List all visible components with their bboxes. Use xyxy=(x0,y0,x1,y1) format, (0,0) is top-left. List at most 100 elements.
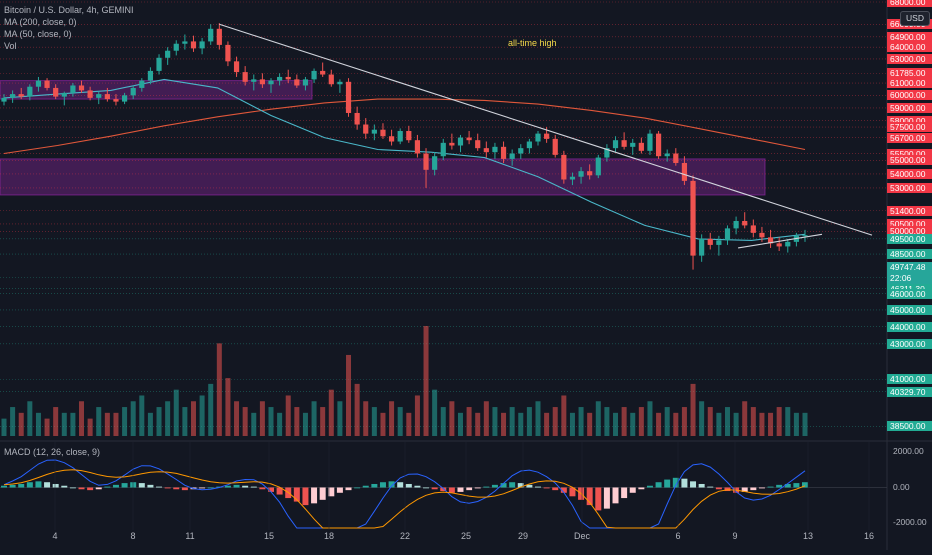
volume-bar xyxy=(595,401,601,436)
volume-legend[interactable]: Vol xyxy=(4,41,17,51)
candle xyxy=(121,95,128,102)
macd-histogram-bar xyxy=(414,485,421,488)
current-price-tag: 49747.48 22:06 xyxy=(887,262,932,284)
candle xyxy=(483,148,489,153)
macd-line xyxy=(3,459,806,529)
volume-bar xyxy=(147,412,153,436)
candle xyxy=(139,80,145,88)
candle xyxy=(716,240,722,245)
candle xyxy=(354,112,360,125)
candle xyxy=(35,80,42,87)
price-level-label: 41000.00 xyxy=(887,374,932,385)
macd-histogram-bar xyxy=(802,482,808,488)
macd-histogram-bar xyxy=(104,486,111,488)
price-level-label: 61000.00 xyxy=(887,78,932,89)
ma200-legend[interactable]: MA (200, close, 0) xyxy=(4,17,77,27)
macd-histogram-bar xyxy=(509,482,516,488)
volume-bar xyxy=(18,412,24,436)
volume-bar xyxy=(346,354,352,436)
volume-bar xyxy=(518,412,524,436)
volume-bar xyxy=(380,412,386,436)
macd-histogram-bar xyxy=(69,487,76,489)
volume-bar xyxy=(802,412,808,436)
macd-histogram-bar xyxy=(440,487,447,492)
volume-bar xyxy=(173,389,179,436)
candle xyxy=(423,153,429,170)
volume-bar xyxy=(61,412,67,436)
time-axis[interactable]: 4 8 11 15 18 22 25 29 Dec 6 9 13 16 xyxy=(0,531,887,545)
candle xyxy=(664,153,670,157)
volume-bar xyxy=(285,395,291,436)
volume-bar xyxy=(216,343,222,436)
candle xyxy=(802,235,808,237)
candle xyxy=(190,41,197,49)
volume-bar xyxy=(776,407,782,436)
currency-badge[interactable]: USD xyxy=(900,11,930,26)
macd-histogram-bar xyxy=(612,487,619,504)
candle xyxy=(18,94,24,97)
price-level-label: 61785.00 xyxy=(887,68,932,79)
volume-bar xyxy=(664,407,670,436)
candle xyxy=(699,238,705,256)
price-level-label: 55500.00 xyxy=(887,148,932,159)
time-axis-label: 11 xyxy=(185,531,195,541)
volume-bar xyxy=(750,407,756,436)
macd-legend[interactable]: MACD (12, 26, close, 9) xyxy=(4,447,101,457)
candle xyxy=(44,80,50,88)
candle xyxy=(380,129,386,137)
time-axis-label: 18 xyxy=(323,531,335,541)
volume-bar xyxy=(190,401,196,436)
volume-bar xyxy=(785,407,791,436)
macd-histogram-bar xyxy=(9,484,16,488)
volume-bar xyxy=(113,412,119,436)
price-level-label: 53000.00 xyxy=(887,182,932,193)
candle xyxy=(320,70,326,75)
macd-histogram-bar xyxy=(242,485,249,488)
price-scale[interactable]: 68000.0066000.0064900.0064000.0063000.00… xyxy=(887,0,932,440)
volume-bar xyxy=(475,412,481,436)
ath-annotation[interactable]: all-time high xyxy=(508,38,557,48)
macd-histogram-bar xyxy=(336,487,343,493)
macd-histogram-bar xyxy=(121,483,128,488)
volume-bar xyxy=(389,401,395,436)
ma50-legend[interactable]: MA (50, close, 0) xyxy=(4,29,72,39)
volume-bar xyxy=(79,401,85,436)
volume-bar xyxy=(535,401,541,436)
macd-histogram-bar xyxy=(664,479,671,488)
candle xyxy=(371,129,377,134)
macd-histogram-bar xyxy=(569,487,576,497)
macd-scale[interactable]: 2000.00 0.00 -2000.00 xyxy=(887,440,932,530)
macd-histogram-bar xyxy=(345,487,352,491)
price-level-label: 38500.00 xyxy=(887,421,932,432)
candle xyxy=(173,43,179,51)
macd-histogram-bar xyxy=(535,486,541,488)
volume-bar xyxy=(742,401,748,436)
volume-bar xyxy=(569,412,575,436)
macd-histogram-bar xyxy=(457,487,464,492)
candle xyxy=(578,171,584,177)
macd-histogram-bar xyxy=(173,487,180,490)
symbol-title[interactable]: Bitcoin / U.S. Dollar, 4h, GEMINI xyxy=(4,5,134,15)
price-level-label: 50500.00 xyxy=(887,218,932,229)
volume-bar xyxy=(35,412,41,436)
volume-bar xyxy=(139,395,145,436)
macd-histogram-bar xyxy=(319,487,326,500)
descending-trendline xyxy=(219,23,873,236)
candle xyxy=(397,131,403,142)
candle xyxy=(96,94,102,98)
macd-histogram-bar xyxy=(543,487,550,489)
volume-bar xyxy=(277,412,283,436)
macd-histogram-bar xyxy=(147,484,154,488)
candle xyxy=(70,85,76,93)
price-level-label: 68000.00 xyxy=(887,0,932,7)
price-level-label: 55000.00 xyxy=(887,155,932,166)
candle xyxy=(457,137,464,146)
current-price-value: 49747.48 xyxy=(890,262,926,272)
candle xyxy=(647,133,653,151)
volume-bar xyxy=(251,412,257,436)
volume-bar xyxy=(122,407,128,436)
volume-bar xyxy=(733,412,739,436)
macd-histogram-bar xyxy=(268,487,274,492)
